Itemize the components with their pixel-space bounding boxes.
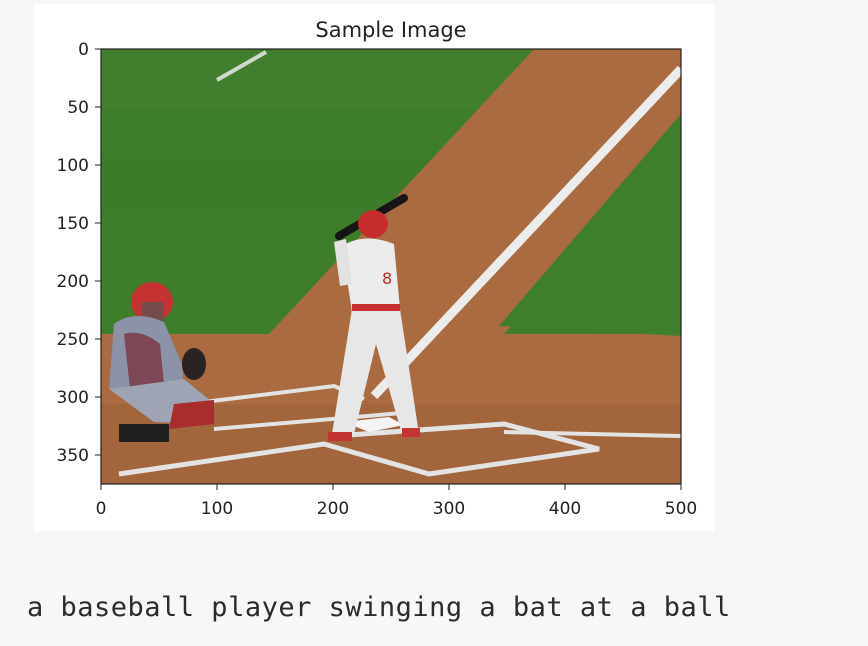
y-tick-label: 100 [57,156,89,176]
x-tick-label: 100 [201,499,233,519]
figure-title: Sample Image [315,18,466,42]
generated-caption: a baseball player swinging a bat at a ba… [27,592,731,623]
x-axis: 0 100 200 300 400 500 [96,484,697,519]
y-tick-label: 150 [57,214,89,234]
x-tick-label: 200 [317,499,349,519]
home-plate [344,417,404,432]
y-tick-label: 300 [57,388,89,408]
y-tick-label: 0 [78,40,89,60]
infield-grass [499,114,681,336]
y-tick-label: 350 [57,446,89,466]
x-tick-label: 500 [665,499,697,519]
baseball-photo-image: 8 [101,49,681,484]
figure-canvas: Sample Image [57,18,698,519]
x-tick-label: 300 [433,499,465,519]
x-tick-label: 0 [96,499,107,519]
y-axis: 0 50 100 150 200 250 300 350 [57,40,101,466]
axes-frame [100,48,682,485]
svg-text:8: 8 [382,269,392,288]
x-tick-label: 400 [549,499,581,519]
cell-output-area: Sample Image [34,4,714,531]
foul-line [370,65,681,400]
y-tick-label: 50 [67,98,89,118]
matplotlib-figure: Sample Image [34,4,714,531]
batter-figure: 8 [328,194,420,441]
y-tick-label: 200 [57,272,89,292]
catcher-figure [109,282,214,442]
batting-helmet [358,210,388,238]
y-tick-label: 250 [57,330,89,350]
